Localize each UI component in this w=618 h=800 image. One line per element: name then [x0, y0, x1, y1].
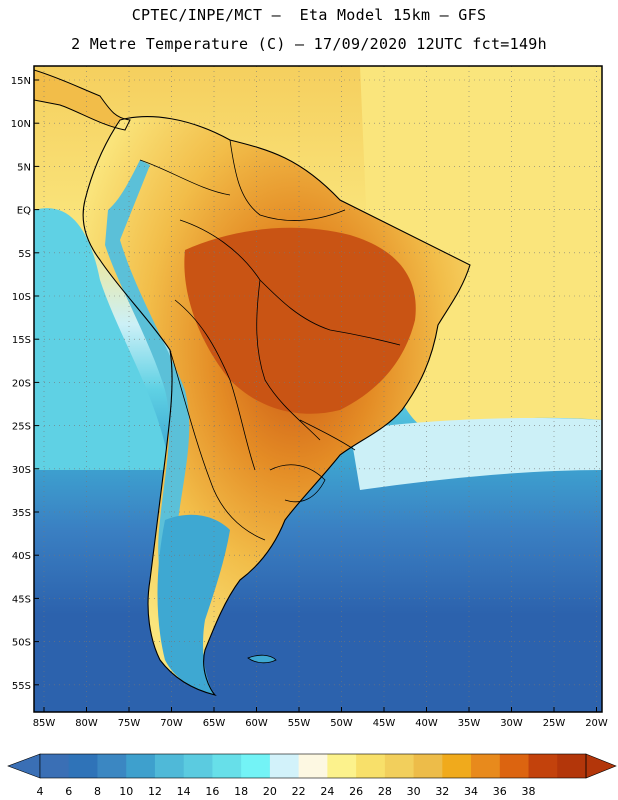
longitude-ticks: 85W 80W 75W 70W 65W 60W 55W 50W 45W 40W 35W 30W 25W 2…	[33, 707, 608, 729]
pacific-cyan-zone	[34, 208, 170, 470]
longitude-label: 45W	[373, 718, 396, 729]
colorbar-label: 4	[37, 785, 44, 798]
colorbar-swatch	[212, 754, 242, 778]
colorbar-swatch	[68, 754, 98, 778]
latitude-label: 45S	[12, 594, 31, 605]
falkland-islands	[247, 654, 277, 664]
colorbar-label: 12	[148, 785, 162, 798]
latitude-label: 15S	[12, 335, 31, 346]
colorbar-label: 26	[349, 785, 363, 798]
colorbar-label: 22	[292, 785, 306, 798]
longitude-label: 50W	[330, 718, 353, 729]
colorbar-label: 20	[263, 785, 277, 798]
latitude-label: 10S	[12, 292, 31, 303]
colorbar: 4 6 8 10 12 14 16 18 20 22 24 26 28 30 32 34 36 38	[7, 753, 617, 798]
central-america	[34, 70, 130, 130]
colorbar-label: 38	[522, 785, 536, 798]
latitude-label: 10N	[11, 119, 31, 130]
patagonia-cool	[157, 514, 230, 695]
latitude-label: 40S	[12, 551, 31, 562]
colorbar-swatch	[327, 754, 357, 778]
longitude-label: 20W	[585, 718, 608, 729]
latitude-label: 5N	[17, 162, 31, 173]
colorbar-swatch	[241, 754, 271, 778]
longitude-label: 25W	[543, 718, 566, 729]
map-title-line-2: 2 Metre Temperature (C) – 17/09/2020 12U…	[71, 35, 547, 53]
colorbar-label: 14	[177, 785, 191, 798]
colorbar-swatch	[413, 754, 443, 778]
longitude-label: 60W	[245, 718, 268, 729]
colorbar-over-triangle	[585, 753, 617, 779]
map-frame	[33, 65, 603, 713]
colorbar-label: 10	[119, 785, 133, 798]
colorbar-label: 18	[234, 785, 248, 798]
colorbar-label: 24	[320, 785, 334, 798]
latitude-label: 55S	[12, 681, 31, 692]
latitude-label: EQ	[17, 206, 31, 217]
colorbar-swatch	[298, 754, 328, 778]
colorbar-frame	[39, 753, 587, 779]
colorbar-label: 34	[464, 785, 478, 798]
latitude-ticks: 15N 10N 5N EQ 5S 10S 15S 20S 25S 30S 35S 40S 45S 50S 5…	[11, 76, 39, 692]
latitude-label: 25S	[12, 422, 31, 433]
colorbar-swatch	[356, 754, 386, 778]
colorbar-swatch	[40, 754, 70, 778]
colorbar-swatch	[126, 754, 156, 778]
central-america-coast	[34, 69, 131, 131]
longitude-label: 80W	[75, 718, 98, 729]
latitude-label: 5S	[18, 249, 31, 260]
longitude-label: 70W	[160, 718, 183, 729]
colorbar-label: 16	[205, 785, 219, 798]
colorbar-swatch	[557, 754, 587, 778]
colorbar-swatch	[97, 754, 127, 778]
longitude-label: 30W	[500, 718, 523, 729]
latitude-label: 35S	[12, 508, 31, 519]
longitude-label: 35W	[458, 718, 481, 729]
colorbar-label: 28	[378, 785, 392, 798]
longitude-label: 40W	[415, 718, 438, 729]
colorbar-under-triangle	[7, 753, 41, 779]
colorbar-swatch	[442, 754, 472, 778]
longitude-label: 75W	[118, 718, 141, 729]
colorbar-swatch	[183, 754, 213, 778]
hot-core-region	[184, 227, 416, 414]
colorbar-swatch	[269, 754, 300, 778]
longitude-label: 65W	[203, 718, 226, 729]
latitude-label: 50S	[12, 638, 31, 649]
latitude-label: 20S	[12, 378, 31, 389]
colorbar-swatch	[471, 754, 501, 778]
colorbar-label: 32	[435, 785, 449, 798]
longitude-label: 85W	[33, 718, 56, 729]
colorbar-swatch	[154, 754, 185, 778]
coastline	[82, 116, 471, 697]
latitude-label: 15N	[11, 76, 31, 87]
colorbar-label: 6	[65, 785, 72, 798]
colorbar-label: 36	[493, 785, 507, 798]
colorbar-label: 8	[94, 785, 101, 798]
map-field	[34, 66, 602, 712]
atlantic-pale-band	[350, 418, 602, 490]
colorbar-swatch	[384, 754, 415, 778]
colorbar-swatch	[528, 754, 558, 778]
longitude-label: 55W	[288, 718, 311, 729]
latitude-label: 30S	[12, 465, 31, 476]
colorbar-swatch	[499, 754, 530, 778]
colorbar-label: 30	[407, 785, 421, 798]
map-title-line-1: CPTEC/INPE/MCT – Eta Model 15km – GFS	[131, 6, 487, 24]
